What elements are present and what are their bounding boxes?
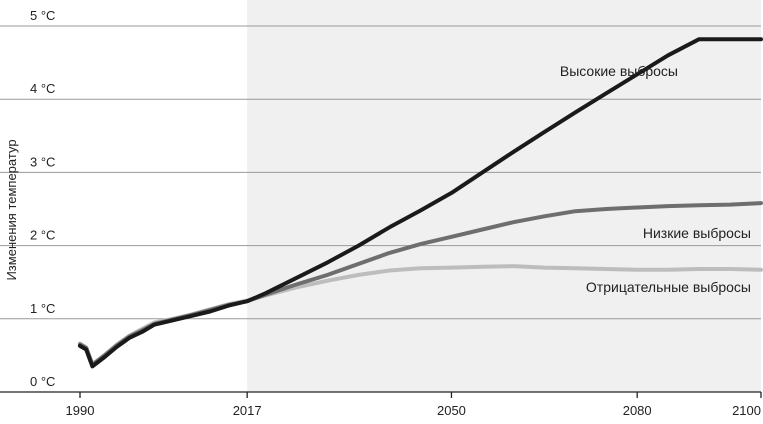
y-tick-label: 1 °C [30,301,55,316]
x-tick-label: 1990 [66,403,95,418]
y-tick-label: 0 °C [30,374,55,389]
low-emissions-label: Низкие выбросы [643,225,751,241]
y-axis-label: Изменения температур [4,139,19,280]
high-emissions-label: Высокие выбросы [560,63,678,79]
x-tick-label: 2080 [623,403,652,418]
x-tick-label: 2050 [437,403,466,418]
high-emissions-line [78,37,763,369]
y-tick-label: 2 °C [30,228,55,243]
x-tick-label: 2100 [732,403,761,418]
x-tick-label: 2017 [233,403,262,418]
y-tick-label: 4 °C [30,81,55,96]
y-tick-label: 5 °C [30,8,55,23]
negative-emissions-label: Отрицательные выбросы [586,279,751,295]
projection-shaded-region [247,0,761,392]
y-tick-label: 3 °C [30,154,55,169]
